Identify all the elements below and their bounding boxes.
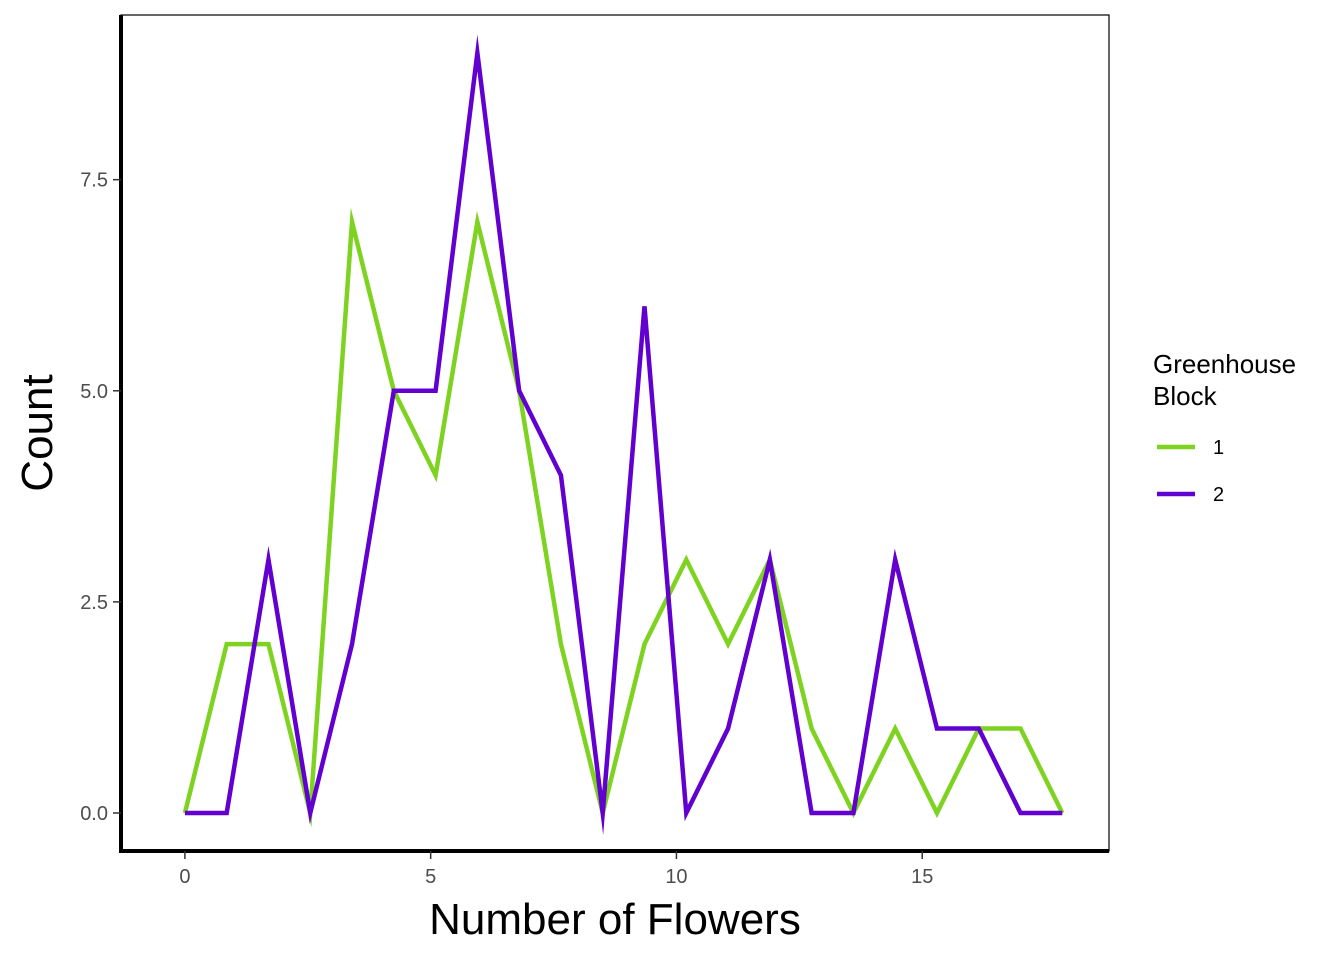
y-ticks: 0.0 2.5 5.0 7.5: [80, 170, 121, 825]
series-line-block-2: [184, 34, 1063, 835]
x-axis-title: Number of Flowers: [429, 895, 801, 944]
x-ticks: 0 5 10 15: [179, 851, 933, 888]
y-tick-label: 5.0: [80, 381, 108, 403]
legend-title-line-1: Greenhouse: [1153, 349, 1296, 379]
legend-title-line-2: Block: [1153, 381, 1218, 411]
y-axis-title: Count: [13, 374, 62, 491]
x-tick-label: 15: [911, 866, 933, 888]
legend-items: 12: [1157, 437, 1224, 506]
y-tick-label: 0.0: [80, 803, 108, 825]
x-tick-label: 5: [425, 866, 436, 888]
x-tick-label: 10: [665, 866, 687, 888]
series-layer: [182, 34, 1065, 835]
plot-panel: [120, 14, 1110, 852]
legend-label-block-1: 1: [1213, 437, 1224, 459]
legend: Greenhouse Block 12: [1153, 349, 1296, 506]
x-tick-label: 0: [179, 866, 190, 888]
y-tick-label: 2.5: [80, 592, 108, 614]
y-tick-label: 7.5: [80, 170, 108, 192]
legend-label-block-2: 2: [1213, 484, 1224, 506]
series-line-block-1: [182, 207, 1065, 828]
